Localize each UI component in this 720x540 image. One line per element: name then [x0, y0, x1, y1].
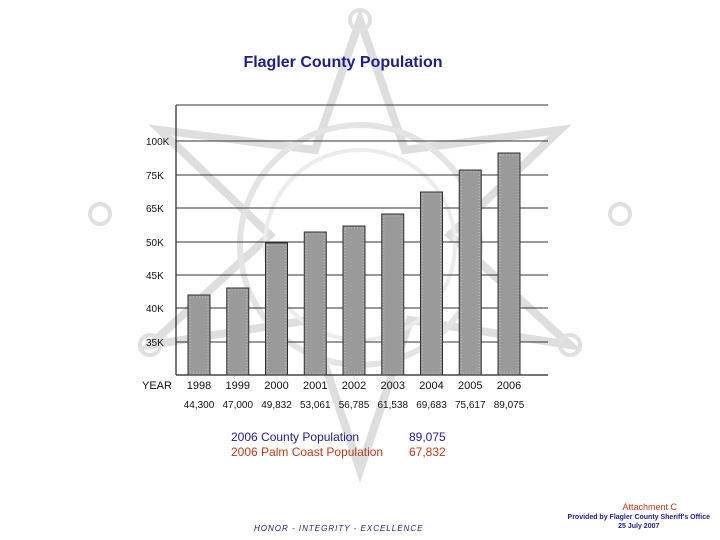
bar-texture [499, 154, 519, 374]
y-tick-label: 50K [146, 238, 164, 249]
bar-texture [228, 289, 248, 374]
data-value-label: 69,683 [416, 400, 447, 411]
bar-2006 [497, 152, 521, 376]
bar-texture [305, 233, 325, 374]
data-value-label: 47,000 [222, 400, 254, 411]
provided-by-text: Provided by Flagler County Sheriff's Off… [567, 514, 710, 521]
data-value-label: 61,538 [377, 400, 409, 411]
bar-2001 [303, 231, 327, 376]
bars [187, 152, 521, 376]
x-tick-label: 2003 [381, 380, 405, 392]
y-tick-label: 100K [146, 137, 170, 148]
bar-2003 [381, 213, 405, 376]
x-tick-label: 2006 [497, 380, 521, 392]
data-value-label: 89,075 [493, 400, 525, 411]
bar-1998 [187, 294, 211, 376]
y-tick-label: 35K [146, 338, 164, 349]
summary-values: 89,075 67,832 [409, 430, 446, 460]
attachment-label: Attachment C [622, 502, 677, 512]
county-population-value: 89,075 [409, 430, 446, 444]
provided-by: Provided by Flagler County Sheriff's Off… [568, 513, 710, 531]
palm-coast-population-value: 67,832 [409, 445, 446, 459]
y-tick-label: 45K [146, 271, 164, 282]
data-value-label: 56,785 [338, 400, 370, 411]
bar-2000 [265, 242, 288, 376]
data-value-label: 53,061 [299, 400, 331, 411]
x-tick-label: 2001 [303, 380, 327, 392]
value-labels-row: 44,300 47,000 49,832 53,061 56,785 61,538 69,6… [0, 400, 720, 416]
data-value-label: 75,617 [454, 400, 486, 411]
x-tick-label: 2005 [458, 380, 482, 392]
y-tick-label: 75K [146, 171, 164, 182]
bar-texture [422, 193, 441, 374]
bar-texture [344, 227, 364, 374]
palm-coast-population-label: 2006 Palm Coast Population [231, 445, 384, 459]
bar-2005 [458, 169, 482, 376]
motto: HONOR - INTEGRITY - EXCELLENCE [254, 524, 424, 533]
data-value-label: 44,300 [183, 400, 215, 411]
x-tick-label: 1998 [187, 380, 211, 392]
bar-2002 [342, 225, 366, 376]
bar-texture [460, 171, 480, 374]
provided-date: 25 July 2007 [618, 523, 660, 530]
county-population-label: 2006 County Population [231, 430, 360, 444]
chart-title: Flagler County Population [243, 54, 443, 71]
bar-1999 [226, 287, 250, 376]
bar-texture [189, 296, 209, 374]
data-value-label: 49,832 [261, 400, 292, 411]
y-tick-label: 65K [146, 204, 164, 215]
y-tick-label: 40K [146, 304, 164, 315]
x-tick-label: 2004 [419, 380, 443, 392]
summary-labels: 2006 County Population 2006 Palm Coast P… [231, 430, 383, 460]
bar-2004 [420, 191, 443, 376]
bar-texture [383, 215, 403, 374]
x-tick-label: 2002 [342, 380, 366, 392]
bar-texture [267, 244, 286, 374]
x-tick-label: 2000 [264, 380, 288, 392]
x-axis-label: YEAR [142, 380, 172, 392]
axis-labels: 100K 75K 65K 50K 45K 40K 35K YEAR 1998 1999 2000 20… [142, 137, 521, 392]
x-tick-label: 1999 [226, 380, 250, 392]
